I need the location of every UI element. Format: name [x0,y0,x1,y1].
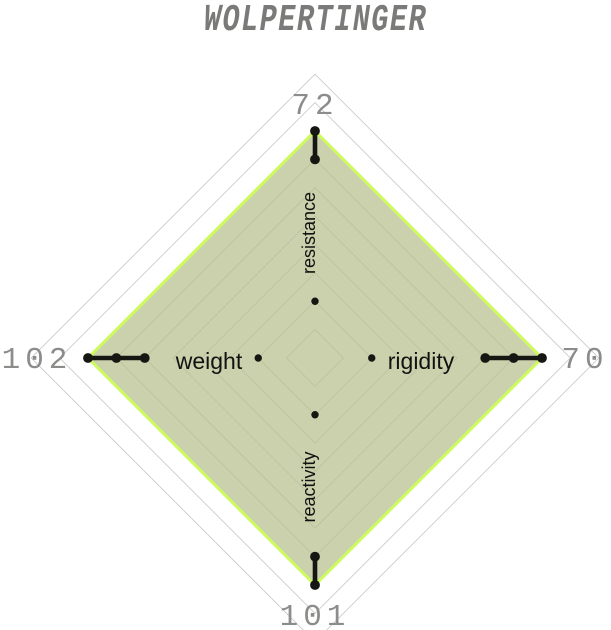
svg-text:resistance: resistance [299,192,319,274]
svg-text:101: 101 [280,600,351,630]
svg-text:weight: weight [175,348,243,374]
svg-text:102: 102 [2,343,73,378]
svg-text:72: 72 [291,89,338,124]
svg-text:70: 70 [561,343,608,378]
svg-text:rigidity: rigidity [388,348,455,374]
svg-text:reactivity: reactivity [299,451,319,522]
